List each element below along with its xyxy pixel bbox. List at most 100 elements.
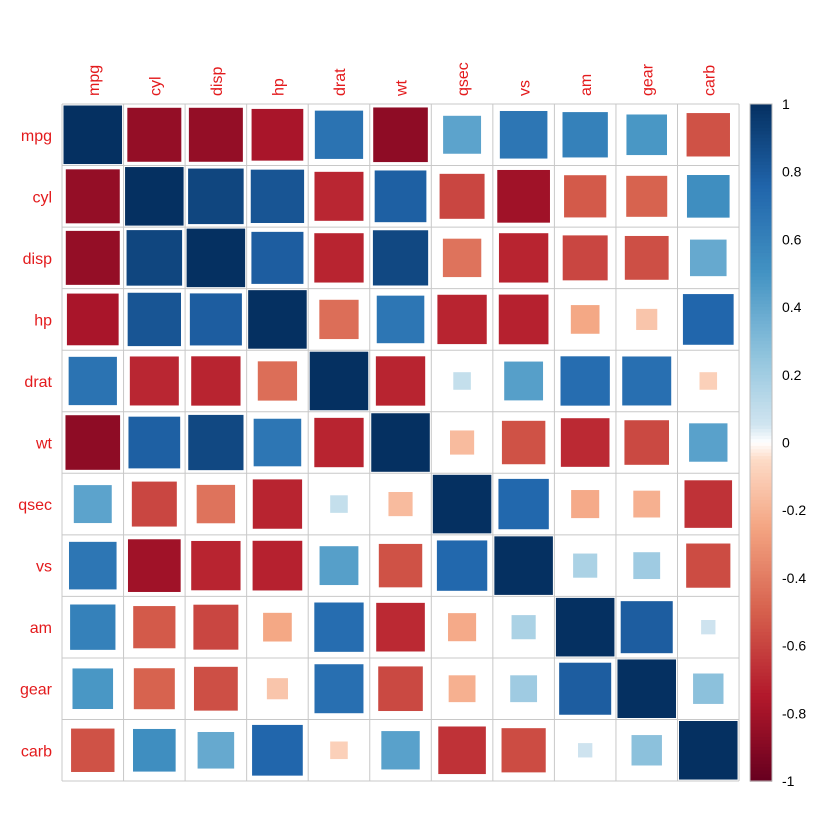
color-scale-segment [750, 757, 772, 762]
color-scale-segment [750, 263, 772, 268]
color-scale-segment [750, 378, 772, 383]
cell-carb-cyl [133, 728, 176, 772]
col-label-drat: drat [332, 68, 349, 96]
correlation-cells [63, 105, 738, 780]
cell-qsec-mpg [73, 485, 112, 524]
color-scale-segment [750, 557, 772, 562]
color-scale-segment [750, 303, 772, 308]
cell-vs-mpg [68, 541, 117, 590]
cell-disp-am [562, 235, 608, 281]
col-label-carb: carb [701, 65, 718, 96]
color-scale-segment [750, 405, 772, 410]
color-scale-segment [750, 219, 772, 224]
color-scale-segment [750, 364, 772, 369]
color-scale-segment [750, 327, 772, 332]
cell-carb-carb [679, 721, 738, 780]
color-scale-segment [750, 533, 772, 538]
cell-qsec-cyl [131, 481, 177, 527]
color-scale-segment [750, 222, 772, 227]
cell-hp-am [570, 305, 600, 334]
color-scale-segment [750, 743, 772, 748]
color-scale-segment [750, 395, 772, 400]
color-scale-segment [750, 192, 772, 197]
color-scale-segment [750, 280, 772, 285]
color-scale-segment [750, 252, 772, 257]
color-scale-segment [750, 517, 772, 521]
color-scale-segment [750, 384, 772, 389]
cell-mpg-mpg [63, 105, 123, 165]
color-scale-segment [750, 104, 772, 108]
color-scale-segment [750, 466, 772, 471]
cell-wt-qsec [450, 430, 475, 455]
color-scale-segment [750, 330, 772, 335]
color-scale-segment [750, 577, 772, 582]
color-scale-segment [750, 313, 772, 318]
color-scale-segment [750, 317, 772, 322]
cell-cyl-disp [188, 168, 244, 225]
col-label-mpg: mpg [86, 65, 103, 96]
color-scale-segment [750, 767, 772, 772]
color-scale-segment [750, 422, 772, 427]
color-scale-segment [750, 598, 772, 603]
scale-tick-label: 0.6 [782, 231, 802, 247]
cell-am-carb [701, 620, 716, 635]
cell-wt-cyl [128, 416, 181, 469]
cell-drat-wt [375, 356, 426, 406]
variable-labels: mpg mpg cyl cyl disp disp hp hp drat drat wt wt qsec… [18, 62, 718, 760]
cell-drat-am [560, 356, 610, 406]
cell-gear-qsec [448, 675, 476, 703]
color-scale-segment [750, 621, 772, 626]
cell-carb-drat [330, 741, 348, 760]
color-scale-segment [750, 269, 772, 274]
color-scale-segment [750, 205, 772, 210]
cell-hp-wt [376, 295, 425, 344]
color-scale-segment [750, 503, 772, 508]
color-scale-segment [750, 435, 772, 440]
scale-tick-label: -0.6 [782, 638, 806, 654]
cell-wt-mpg [65, 415, 121, 470]
col-label-wt: wt [394, 79, 411, 97]
color-scale-segment [750, 628, 772, 633]
color-scale-segment [750, 178, 772, 183]
color-scale-segment [750, 164, 772, 169]
scale-tick-label: 0 [782, 435, 790, 451]
color-scale-segment [750, 425, 772, 430]
color-scale-segment [750, 340, 772, 345]
color-scale-segment [750, 469, 772, 474]
color-scale-segment [750, 408, 772, 413]
cell-drat-hp [257, 361, 298, 401]
color-scale-segment [750, 215, 772, 220]
row-label-disp: disp [23, 251, 52, 268]
color-scale-segment [750, 574, 772, 579]
color-scale-segment [750, 344, 772, 349]
color-scale-segment [750, 645, 772, 650]
scale-tick-label: -0.4 [782, 570, 806, 586]
color-scale-segment [750, 493, 772, 498]
cell-hp-qsec [437, 294, 487, 345]
color-scale-segment [750, 296, 772, 301]
col-label-hp: hp [270, 78, 287, 96]
color-scale-segment [750, 733, 772, 738]
color-scale-segment [750, 703, 772, 708]
color-scale-segment [750, 124, 772, 129]
color-scale-segment [750, 286, 772, 291]
cell-am-vs [511, 615, 536, 640]
cell-am-drat [314, 602, 364, 652]
color-scale-segment [750, 401, 772, 406]
color-scale-segment [750, 625, 772, 630]
color-scale-segment [750, 496, 772, 501]
cell-disp-vs [498, 233, 549, 283]
color-scale-segment [750, 588, 772, 593]
color-scale-segment [750, 158, 772, 163]
color-scale-segment [750, 381, 772, 386]
color-scale-segment [750, 242, 772, 247]
color-scale-segment [750, 273, 772, 278]
color-scale-segment [750, 716, 772, 721]
color-scale-segment [750, 747, 772, 752]
cell-hp-vs [498, 294, 549, 345]
color-scale-segment [750, 635, 772, 640]
cell-vs-disp [191, 540, 241, 591]
color-scale-segment [750, 445, 772, 450]
color-scale-segment [750, 672, 772, 677]
cell-gear-drat [314, 664, 364, 714]
